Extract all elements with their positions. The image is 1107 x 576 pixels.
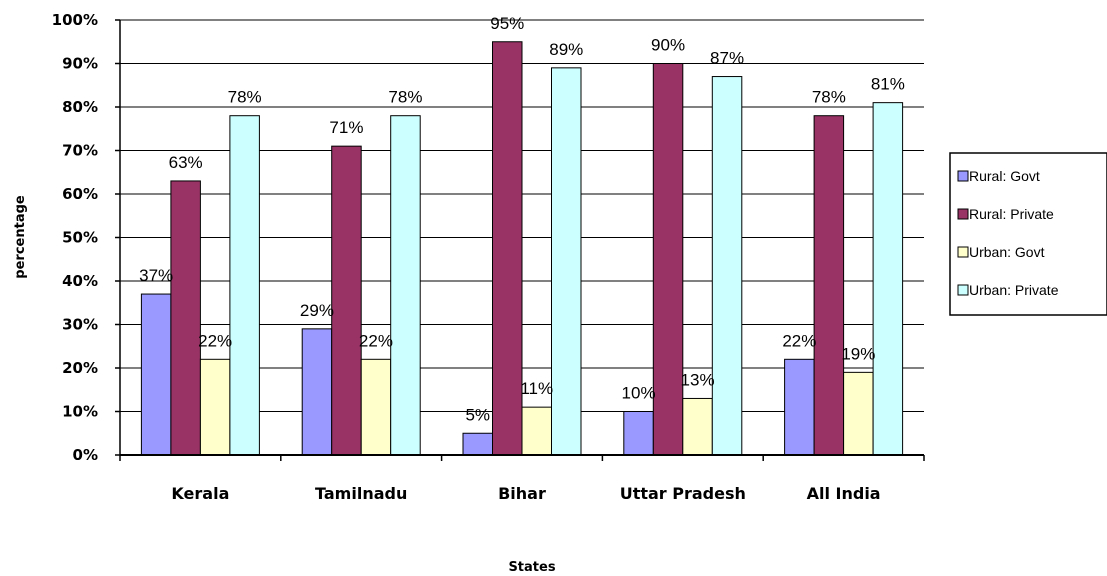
- bar: [229, 115, 260, 456]
- bar: [390, 115, 421, 456]
- y-axis-title: percentage: [13, 195, 28, 279]
- bar: [331, 145, 362, 456]
- y-tick-label: 60%: [62, 185, 98, 203]
- x-category-label: Uttar Pradesh: [620, 484, 746, 503]
- data-label: 90%: [651, 36, 685, 55]
- bar: [199, 358, 231, 456]
- y-tick-label: 20%: [62, 359, 98, 377]
- x-category-label: Kerala: [171, 484, 229, 503]
- data-label: 81%: [871, 75, 905, 94]
- data-label: 78%: [228, 88, 262, 107]
- x-category-label: All India: [807, 484, 881, 503]
- legend-swatch: [957, 170, 969, 182]
- data-label: 10%: [622, 384, 656, 403]
- data-label: 78%: [388, 88, 422, 107]
- x-category-label: Tamilnadu: [315, 484, 407, 503]
- bar: [843, 371, 874, 456]
- bar: [492, 41, 523, 456]
- bar: [301, 328, 333, 456]
- data-label: 71%: [329, 118, 363, 137]
- legend-swatch: [957, 208, 969, 220]
- bar: [682, 397, 713, 456]
- y-tick-labels: 0% 10% 20% 30% 40% 50% 60% 70% 80% 90% 100%: [52, 11, 98, 464]
- legend-label: Rural: Govt: [969, 168, 1040, 184]
- legend-box: [949, 152, 1107, 316]
- x-axis-title: States: [508, 560, 555, 575]
- data-label: 89%: [549, 40, 583, 59]
- bar: [784, 358, 815, 456]
- y-tick-label: 10%: [62, 403, 98, 421]
- data-label: 19%: [841, 344, 875, 363]
- bars: [140, 41, 904, 456]
- axes: [115, 19, 925, 461]
- bar: [551, 67, 582, 456]
- data-label: 5%: [465, 405, 490, 424]
- bar: [711, 76, 743, 456]
- bar: [652, 63, 684, 456]
- data-label: 13%: [681, 370, 715, 389]
- y-tick-label: 0%: [73, 446, 98, 464]
- legend-swatch: [957, 284, 969, 296]
- data-label: 22%: [359, 331, 393, 350]
- x-category-label: Bihar: [498, 484, 546, 503]
- bar: [813, 115, 845, 456]
- y-tick-label: 30%: [62, 316, 98, 334]
- y-tick-label: 80%: [62, 98, 98, 116]
- y-tick-label: 100%: [52, 11, 98, 29]
- data-label: 95%: [490, 14, 524, 33]
- bar: [140, 293, 172, 456]
- x-category-labels: Kerala Tamilnadu Bihar Uttar Pradesh All Ind…: [171, 484, 880, 503]
- data-label: 87%: [710, 49, 744, 68]
- y-tick-label: 70%: [62, 142, 98, 160]
- legend-swatch: [957, 246, 969, 258]
- legend: Rural: Govt Rural: Private Urban: Govt Urba…: [949, 152, 1107, 316]
- data-label: 78%: [812, 88, 846, 107]
- data-label: 63%: [169, 153, 203, 172]
- data-label: 37%: [139, 266, 173, 285]
- bar: [462, 432, 493, 456]
- legend-label: Urban: Private: [969, 282, 1059, 298]
- legend-label: Rural: Private: [969, 206, 1054, 222]
- bar: [521, 406, 552, 456]
- bar: [872, 102, 904, 456]
- data-label: 29%: [300, 301, 334, 320]
- y-tick-label: 40%: [62, 272, 98, 290]
- y-tick-label: 90%: [62, 55, 98, 73]
- data-label: 22%: [782, 331, 816, 350]
- bar: [360, 358, 392, 456]
- data-label: 22%: [198, 331, 232, 350]
- y-tick-label: 50%: [62, 229, 98, 247]
- bar: [170, 180, 201, 456]
- data-label: 11%: [520, 379, 553, 398]
- bar: [623, 411, 654, 456]
- legend-label: Urban: Govt: [969, 244, 1045, 260]
- data-labels: 37% 63% 22% 78% 29% 71% 22% 78% 5% 95% 11% 89% 10% 90…: [139, 14, 905, 425]
